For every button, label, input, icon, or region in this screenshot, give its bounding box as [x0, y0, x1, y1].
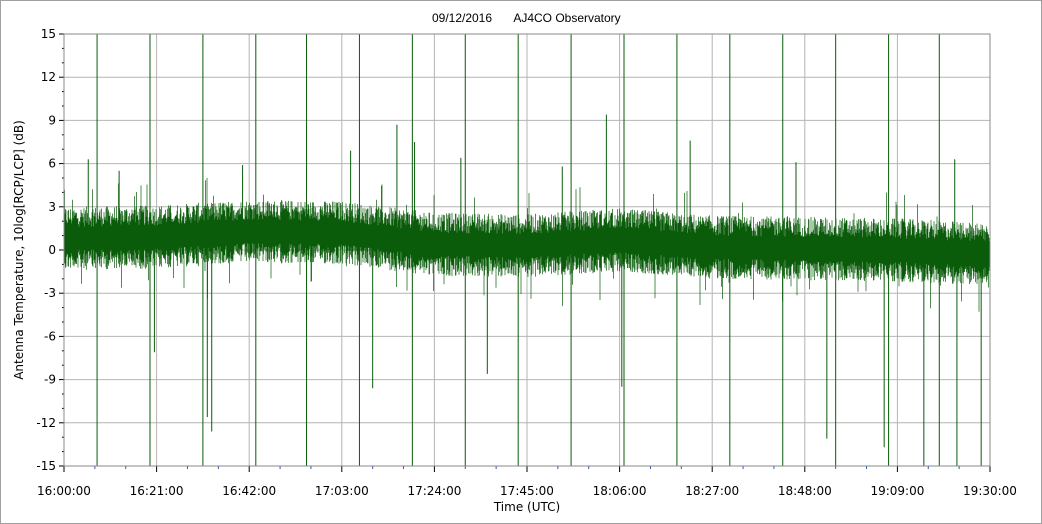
y-tick-label: -9 — [44, 373, 56, 387]
chart-title-site: AJ4CO Observatory — [513, 11, 620, 25]
x-tick-label: 17:24:00 — [407, 484, 461, 498]
y-tick-label: -15 — [36, 459, 56, 473]
axes — [59, 33, 991, 472]
x-tick-label: 16:00:00 — [37, 484, 91, 498]
y-tick-label: 3 — [48, 200, 56, 214]
x-tick-label: 16:42:00 — [222, 484, 276, 498]
x-tick-label: 18:06:00 — [593, 484, 647, 498]
x-tick-label: 16:21:00 — [130, 484, 184, 498]
y-tick-label: 12 — [41, 70, 56, 84]
y-tick-label: 9 — [48, 113, 56, 127]
x-tick-label: 17:03:00 — [315, 484, 369, 498]
y-tick-label: -6 — [44, 329, 56, 343]
y-tick-label: 0 — [48, 243, 56, 257]
x-tick-label: 19:09:00 — [870, 484, 924, 498]
y-tick-label: -12 — [36, 416, 56, 430]
y-axis-title: Antenna Temperature, 10log[RCP/LCP] (dB) — [12, 120, 26, 380]
y-tick-label: -3 — [44, 286, 56, 300]
plot-border — [63, 33, 991, 467]
chart-title-date: 09/12/2016 — [432, 11, 492, 25]
x-axis-title: Time (UTC) — [493, 500, 560, 514]
y-tick-label: 6 — [48, 157, 56, 171]
x-tick-label: 19:30:00 — [963, 484, 1017, 498]
series-signal — [63, 34, 991, 466]
y-axis-tick-labels: 15 12 9 6 3 0 -3 -6 -9 -12 -15 — [36, 27, 56, 473]
x-tick-label: 18:48:00 — [778, 484, 832, 498]
x-tick-label: 18:27:00 — [685, 484, 739, 498]
x-axis-tick-labels: 16:00:00 16:21:00 16:42:00 17:03:00 17:24:00… — [37, 484, 1017, 498]
x-tick-label: 17:45:00 — [500, 484, 554, 498]
y-tick-label: 15 — [41, 27, 56, 41]
